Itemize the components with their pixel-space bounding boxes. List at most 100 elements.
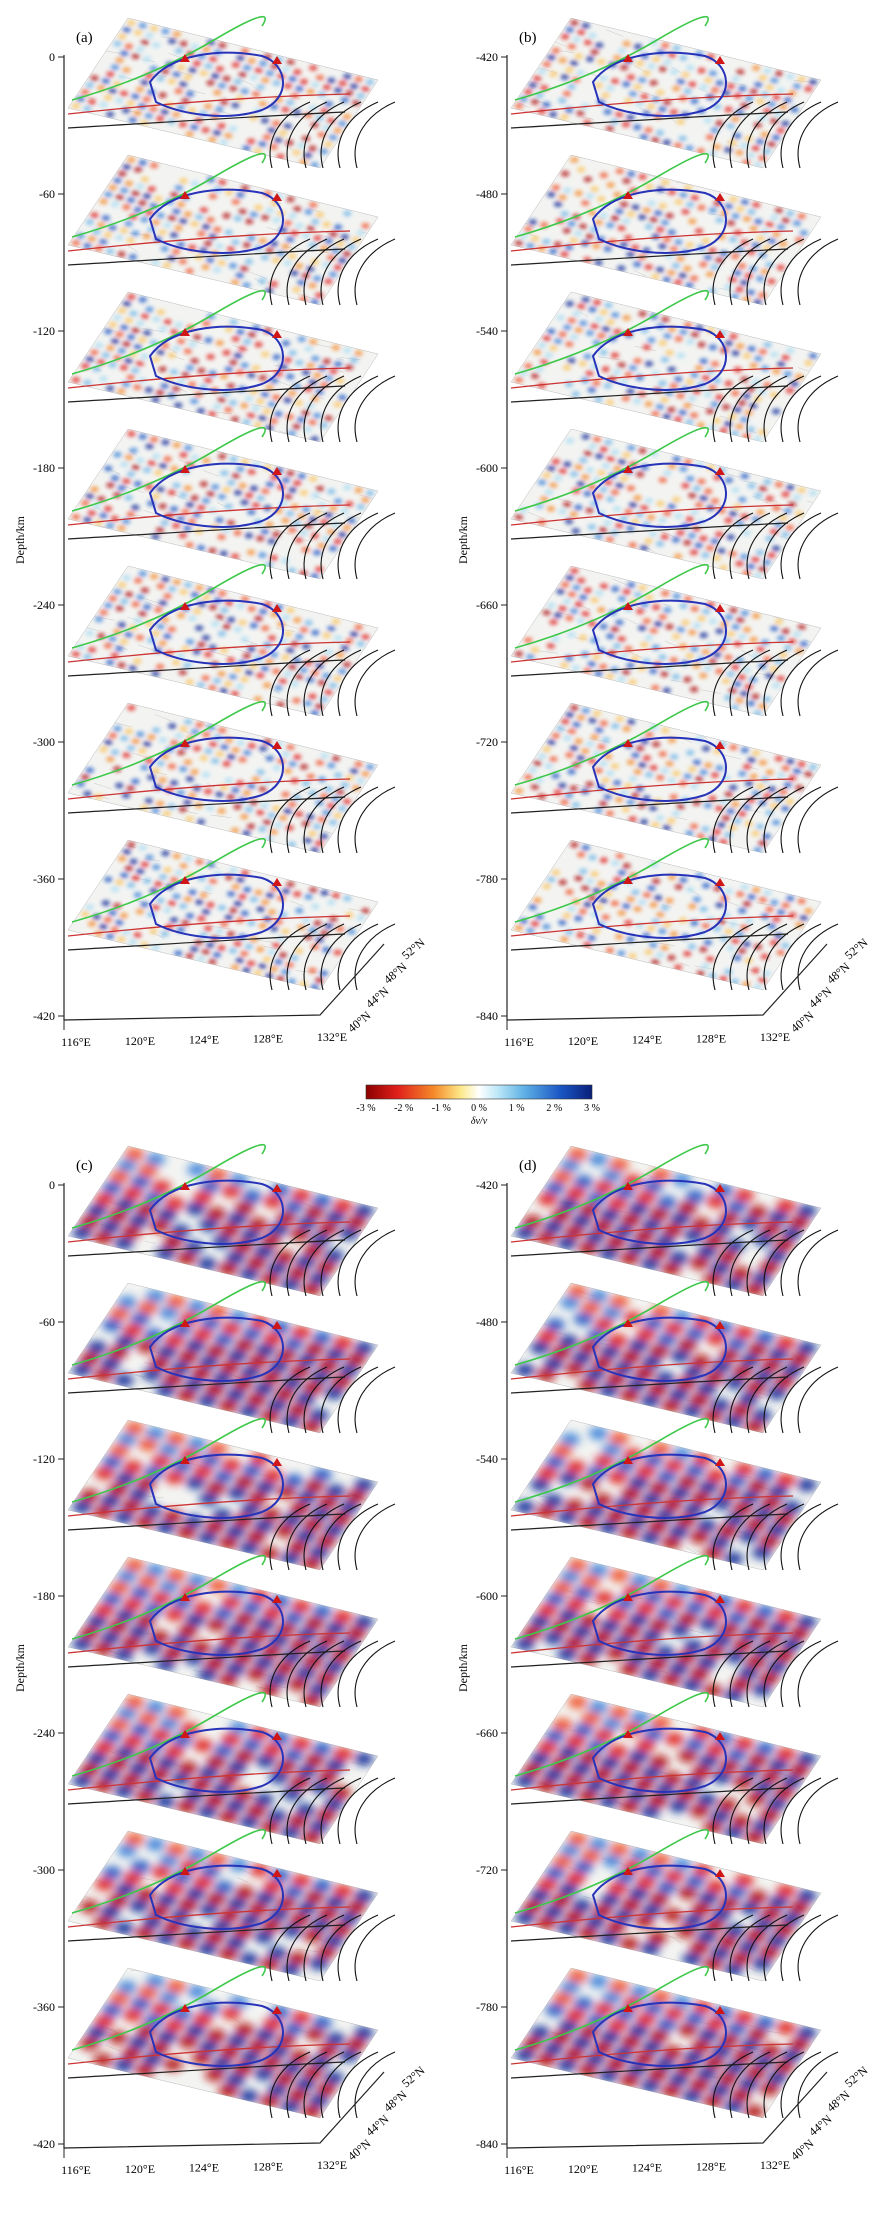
- depth-slice: [510, 563, 839, 717]
- basin-outline: [591, 462, 727, 528]
- latitude-tick-label: 44°N: [363, 984, 392, 1011]
- basin-outline: [148, 1453, 284, 1519]
- slab-contour: [712, 786, 754, 854]
- slab-contour: [746, 101, 788, 169]
- slab-contour: [729, 512, 771, 580]
- slab-contour: [712, 1777, 754, 1845]
- volcano-triangle-icon: [180, 54, 190, 62]
- slab-contour: [286, 1503, 328, 1571]
- depth-tick-label: -600: [476, 1589, 498, 1603]
- slab-contour: [729, 1366, 771, 1434]
- depth-slice: [67, 1828, 396, 1982]
- red-fault-line: [67, 367, 351, 389]
- panel-label: (d): [519, 1158, 537, 1174]
- slab-contour: [729, 1640, 771, 1708]
- red-fault-line: [67, 230, 351, 252]
- slab-contour: [712, 649, 754, 717]
- depth-slice: [67, 426, 396, 580]
- slab-contour: [797, 101, 839, 169]
- slab-contour: [763, 2051, 805, 2119]
- black-coast-line: [67, 1924, 346, 1942]
- latitude-tick-label: 48°N: [381, 2087, 410, 2114]
- red-fault-line: [67, 1906, 351, 1928]
- base-frame: [63, 943, 385, 1021]
- slab-contour: [337, 1503, 379, 1571]
- slab-contour: [286, 1229, 328, 1297]
- slab-contour: [337, 1640, 379, 1708]
- slab-contour: [797, 1503, 839, 1571]
- slab-contour: [320, 1914, 362, 1982]
- slice-plane: [67, 17, 379, 169]
- red-fault-line: [510, 1495, 794, 1517]
- black-coast-line: [510, 248, 789, 266]
- panel-label: (b): [519, 30, 537, 46]
- slab-contour: [780, 1914, 822, 1982]
- green-boundary-line: [71, 1554, 267, 1640]
- slab-contour: [286, 512, 328, 580]
- basin-outline: [148, 736, 284, 802]
- slab-contour: [780, 512, 822, 580]
- depth-tick-label: -660: [476, 598, 498, 612]
- depth-tick-label: 0: [49, 1178, 55, 1192]
- slab-contour: [712, 2051, 754, 2119]
- depth-axis-title: Depth/km: [13, 1643, 27, 1692]
- depth-tick-label: -840: [476, 2137, 498, 2151]
- green-boundary-line: [71, 700, 267, 786]
- basin-outline: [148, 1316, 284, 1382]
- slab-contour: [354, 512, 396, 580]
- slab-contour: [269, 1777, 311, 1845]
- slab-contour: [763, 1914, 805, 1982]
- black-coast-line: [510, 1787, 789, 1805]
- basin-outline: [591, 1864, 727, 1930]
- base-frame: [506, 943, 828, 1021]
- volcano-triangle-icon: [623, 876, 633, 884]
- black-coast-line: [67, 1376, 346, 1394]
- green-boundary-line: [71, 837, 267, 923]
- slab-contour: [303, 649, 345, 717]
- slab-contour: [763, 101, 805, 169]
- red-fault-line: [510, 367, 794, 389]
- latitude-tick-label: 44°N: [363, 2112, 392, 2139]
- volcano-triangle-icon: [180, 1456, 190, 1464]
- depth-tick-label: -720: [476, 1863, 498, 1877]
- green-boundary-line: [514, 1280, 709, 1366]
- slab-contour: [797, 238, 839, 306]
- depth-slice: [510, 700, 839, 854]
- volcano-triangle-icon: [623, 2004, 633, 2012]
- red-fault-line: [67, 915, 351, 937]
- depth-slice: [67, 1965, 396, 2119]
- volcano-triangle-icon: [272, 330, 282, 338]
- base-frame: [506, 2071, 828, 2149]
- volcano-triangle-icon: [623, 1867, 633, 1875]
- slab-contour: [763, 1503, 805, 1571]
- longitude-tick-label: 132°E: [317, 1030, 347, 1044]
- slab-contour: [729, 1503, 771, 1571]
- basin-outline: [148, 1864, 284, 1930]
- longitude-tick-label: 120°E: [568, 2162, 598, 2176]
- slab-contour: [746, 786, 788, 854]
- slab-contour: [712, 1914, 754, 1982]
- slab-contour: [286, 375, 328, 443]
- slab-contour: [746, 1503, 788, 1571]
- black-coast-line: [67, 2061, 346, 2079]
- slab-contour: [354, 375, 396, 443]
- slab-contour: [286, 923, 328, 991]
- slab-contour: [712, 1366, 754, 1434]
- black-coast-line: [67, 248, 346, 266]
- depth-tick-label: 0: [49, 50, 55, 64]
- colorbar-tick: -1 %: [432, 1103, 451, 1114]
- volcano-triangle-icon: [715, 1732, 725, 1740]
- volcano-triangle-icon: [272, 56, 282, 64]
- volcano-triangle-icon: [272, 467, 282, 475]
- depth-tick-label: -240: [33, 1726, 55, 1740]
- latitude-tick-label: 52°N: [842, 935, 871, 962]
- depth-tick-label: -360: [33, 872, 55, 886]
- green-boundary-line: [71, 15, 267, 101]
- slab-contour: [797, 2051, 839, 2119]
- longitude-tick-label: 124°E: [189, 2161, 219, 2175]
- slab-contour: [729, 1914, 771, 1982]
- depth-tick-label: -300: [33, 735, 55, 749]
- slab-contour: [269, 1229, 311, 1297]
- basin-outline: [148, 1179, 284, 1245]
